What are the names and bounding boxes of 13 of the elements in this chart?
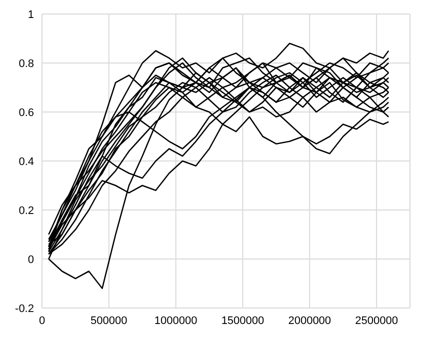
- y-tick-label: 0.6: [18, 106, 34, 119]
- x-tick-label: 1500000: [221, 314, 264, 327]
- y-tick-label: 0: [28, 254, 34, 266]
- x-tick-label: 2500000: [355, 314, 398, 327]
- y-tick-label: 0.4: [18, 156, 34, 168]
- y-tick-label: 0.2: [18, 204, 34, 217]
- y-tick-label: 0.8: [18, 58, 34, 70]
- x-tick-label: 0: [38, 314, 46, 327]
- y-tick-label: -0.2: [15, 302, 34, 315]
- x-tick-label: 2000000: [288, 314, 332, 327]
- x-tick-label: 1000000: [154, 314, 198, 327]
- x-tick-label: 500000: [90, 314, 128, 327]
- y-tick-label: 1: [28, 8, 34, 21]
